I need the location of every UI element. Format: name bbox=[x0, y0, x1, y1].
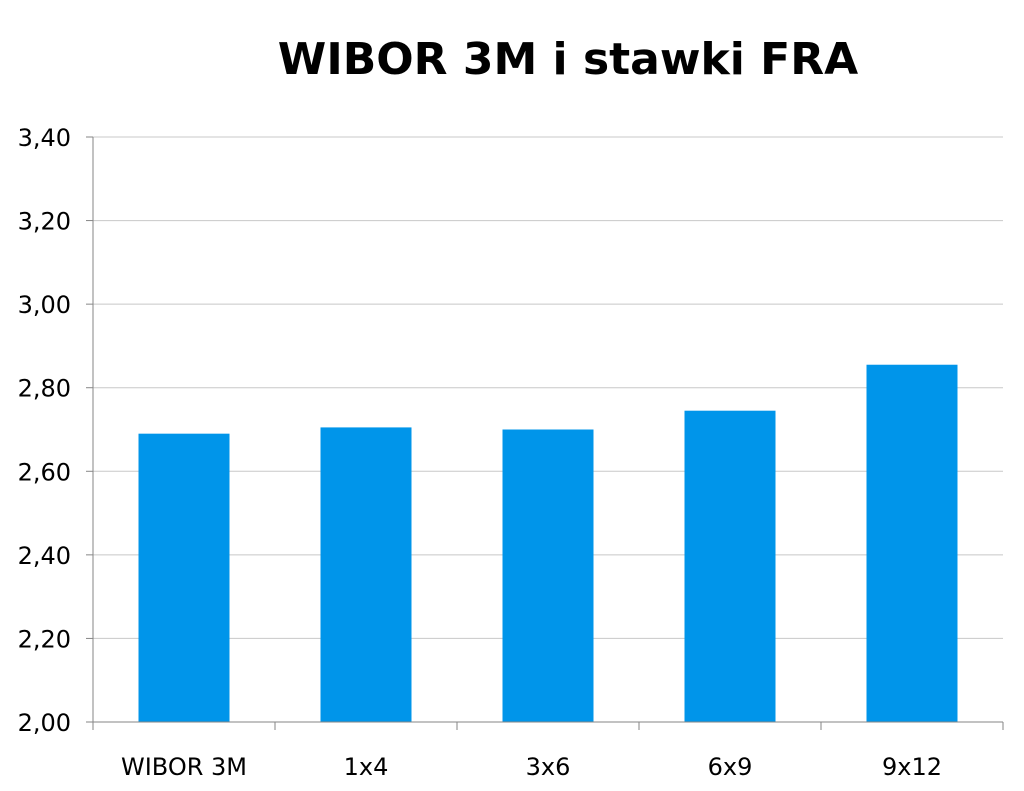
bar bbox=[866, 364, 958, 722]
y-tick-label: 2,40 bbox=[18, 542, 71, 570]
axes bbox=[86, 136, 1004, 730]
y-tick-label: 2,80 bbox=[18, 375, 71, 403]
y-tick-label: 2,20 bbox=[18, 625, 71, 653]
y-tick-label: 2,00 bbox=[18, 709, 71, 737]
tick-labels: 2,00 2,20 2,40 2,60 2,80 3,00 3,20 3,40 WIBOR 3M… bbox=[18, 124, 942, 781]
bar bbox=[138, 433, 230, 722]
y-tick-label: 3,20 bbox=[18, 208, 71, 236]
y-tick-label: 3,40 bbox=[18, 124, 71, 152]
bars bbox=[138, 364, 958, 722]
chart-title: WIBOR 3M i stawki FRA bbox=[277, 34, 859, 85]
x-tick-label: 1x4 bbox=[344, 753, 389, 781]
x-tick-label: 6x9 bbox=[708, 753, 753, 781]
bar bbox=[502, 429, 594, 722]
y-tick-label: 3,00 bbox=[18, 291, 71, 319]
y-tick-label: 2,60 bbox=[18, 458, 71, 486]
bar bbox=[684, 410, 776, 722]
bar bbox=[320, 427, 412, 722]
x-tick-label: 9x12 bbox=[882, 753, 942, 781]
x-tick-label: WIBOR 3M bbox=[121, 753, 247, 781]
x-tick-label: 3x6 bbox=[526, 753, 571, 781]
